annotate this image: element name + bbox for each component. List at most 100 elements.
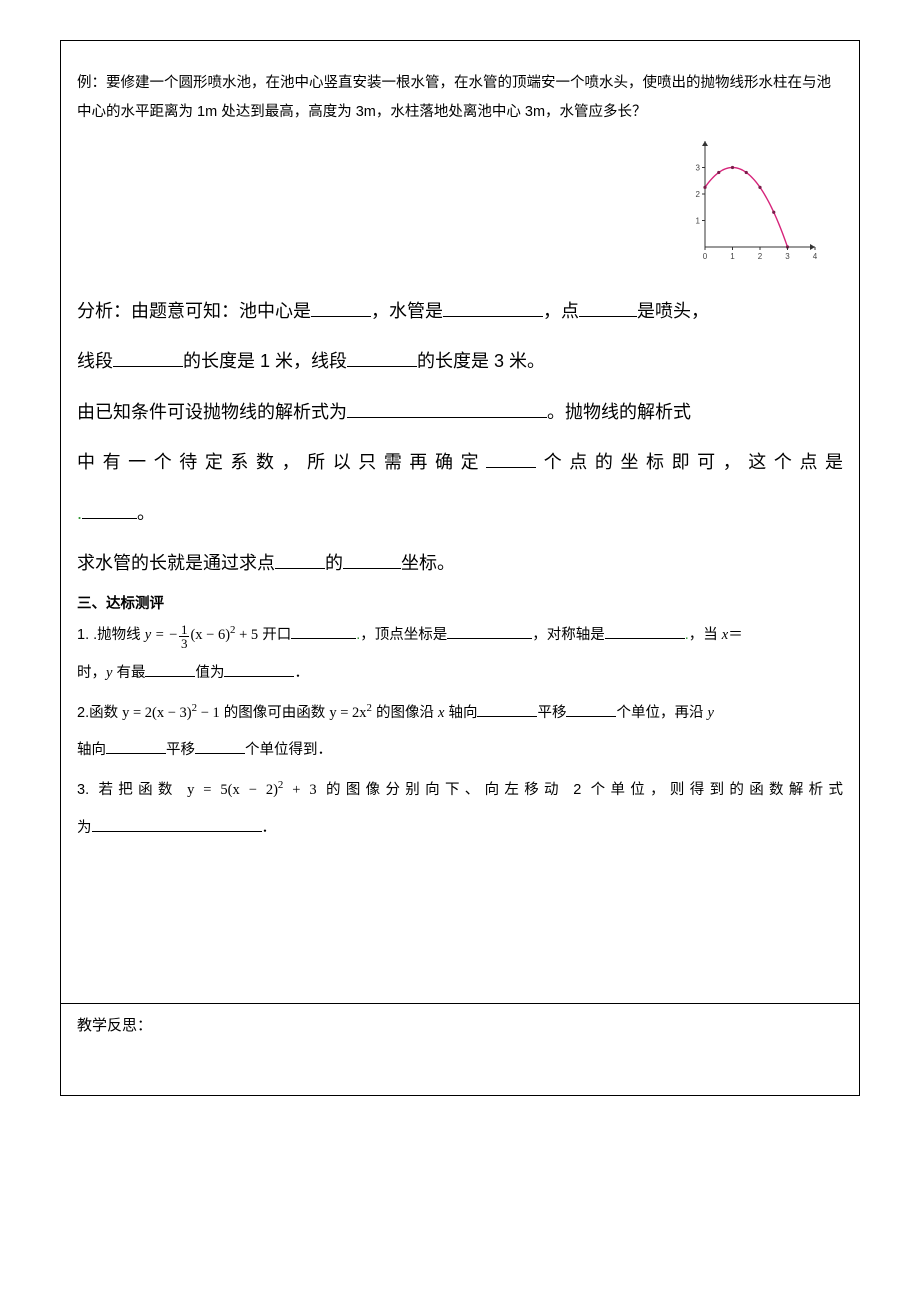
text: 的长度是 3 米。 — [417, 351, 545, 371]
svg-text:2: 2 — [696, 190, 701, 199]
text: ． — [294, 665, 309, 681]
text: ，对称轴是 — [532, 627, 605, 643]
blank[interactable] — [343, 551, 401, 569]
formula-tail: + 5 — [235, 627, 258, 643]
analysis-block: 分析：由题意可知：池中心是 ，水管是 ，点 是喷头， 线段 的长度是 1 米，线段 的长度… — [77, 286, 843, 588]
formula-base: y = 2(x − 3) — [122, 705, 192, 721]
reflection-box: 教学反思： — [60, 1004, 860, 1096]
main-bordered-box: 例：要修建一个圆形喷水池，在池中心竖直安装一根水管，在水管的顶端安一个喷水头，使… — [60, 40, 860, 1004]
analysis-line-6: 求水管的长就是通过求点 的 坐标。 — [77, 538, 843, 588]
analysis-line-4: 中有一个待定系数，所以只需再确定 个点的坐标即可，这个点是 — [77, 437, 843, 487]
formula-base: y = 2x — [329, 705, 366, 721]
svg-text:3: 3 — [696, 164, 701, 173]
svg-text:4: 4 — [813, 252, 818, 261]
svg-text:0: 0 — [703, 252, 708, 261]
text: 求水管的长就是通过求点 — [77, 553, 275, 573]
text: 的长度是 1 米，线段 — [183, 351, 347, 371]
svg-text:1: 1 — [730, 252, 735, 261]
text: 的 — [325, 553, 343, 573]
text: ＝ — [728, 627, 743, 643]
example-text: 例：要修建一个圆形喷水池，在池中心竖直安装一根水管，在水管的顶端安一个喷水头，使… — [77, 75, 831, 120]
blank[interactable] — [224, 663, 294, 678]
text: 坐标。 — [401, 553, 455, 573]
text: ，当 — [689, 627, 722, 643]
reflection-label: 教学反思： — [77, 1017, 152, 1034]
numerator: 1 — [179, 623, 190, 637]
fraction: 13 — [179, 623, 190, 650]
blank[interactable] — [92, 817, 262, 832]
example-problem: 例：要修建一个圆形喷水池，在池中心竖直安装一根水管，在水管的顶端安一个喷水头，使… — [77, 69, 843, 127]
blank[interactable] — [486, 450, 536, 468]
blank[interactable] — [145, 663, 195, 678]
text: 。抛物线的解析式 — [547, 402, 691, 422]
text: 的图像沿 — [372, 705, 438, 721]
text: 3. 若把函数 — [77, 782, 187, 798]
blank[interactable] — [195, 740, 245, 755]
text: 开口 — [258, 627, 291, 643]
text: 值为 — [195, 665, 224, 681]
formula-tail: − 1 — [197, 705, 220, 721]
denominator: 3 — [179, 637, 190, 650]
text: 个单位，再沿 — [616, 705, 707, 721]
blank[interactable] — [605, 625, 685, 640]
analysis-line-5: .。 — [77, 488, 843, 538]
svg-text:3: 3 — [785, 252, 790, 261]
question-2: 2.函数 y = 2(x − 3)2 − 1 的图像可由函数 y = 2x2 的… — [77, 695, 843, 770]
text: 有最 — [112, 665, 145, 681]
blank[interactable] — [443, 299, 543, 317]
blank[interactable] — [477, 702, 537, 717]
text: ，点 — [543, 301, 579, 321]
test-questions: 1. .抛物线 y = −13(x − 6)2 + 5 开口.，顶点坐标是，对称… — [77, 617, 843, 847]
text: 线段 — [77, 351, 113, 371]
blank[interactable] — [311, 299, 371, 317]
blank[interactable] — [579, 299, 637, 317]
parabola-graph: 01234123 — [683, 133, 823, 263]
text: 轴向 — [77, 742, 106, 758]
svg-text:1: 1 — [696, 217, 701, 226]
question-1: 1. .抛物线 y = −13(x − 6)2 + 5 开口.，顶点坐标是，对称… — [77, 617, 843, 692]
text: ，水管是 — [371, 301, 443, 321]
analysis-line-1: 分析：由题意可知：池中心是 ，水管是 ，点 是喷头， — [77, 286, 843, 336]
blank[interactable] — [347, 400, 547, 418]
text: 轴向 — [444, 705, 477, 721]
blank[interactable] — [106, 740, 166, 755]
text: 中有一个待定系数，所以只需再确定 — [77, 452, 486, 472]
page: 例：要修建一个圆形喷水池，在池中心竖直安装一根水管，在水管的顶端安一个喷水头，使… — [0, 0, 920, 1136]
text: 的图像分别向下、向左移动 2 个单位，则得到的函数解析式 — [317, 782, 843, 798]
text: 2.函数 — [77, 705, 122, 721]
text: 平移 — [537, 705, 566, 721]
formula-base: y = 5(x − 2) — [187, 782, 278, 798]
blank[interactable] — [291, 625, 356, 640]
text: 时， — [77, 665, 106, 681]
text: 分析：由题意可知：池中心是 — [77, 301, 311, 321]
q2-formula-1: y = 2(x − 3)2 − 1 — [122, 705, 220, 721]
text: 是喷头， — [637, 301, 709, 321]
section-3-heading: 三、达标测评 — [77, 592, 843, 613]
q3-formula: y = 5(x − 2)2 + 3 — [187, 782, 317, 798]
blank[interactable] — [566, 702, 616, 717]
question-3: 3. 若把函数 y = 5(x − 2)2 + 3 的图像分别向下、向左移动 2… — [77, 772, 843, 847]
formula-base: (x − 6) — [190, 627, 230, 643]
text: ． — [262, 820, 277, 836]
formula-tail: + 3 — [283, 782, 316, 798]
graph-container: 01234123 — [77, 133, 843, 268]
text: 平移 — [166, 742, 195, 758]
text: 。 — [137, 503, 155, 523]
text: 由已知条件可设抛物线的解析式为 — [77, 402, 347, 422]
text: 的图像可由函数 — [220, 705, 330, 721]
blank[interactable] — [275, 551, 325, 569]
blank[interactable] — [113, 349, 183, 367]
text: 个单位得到． — [245, 742, 332, 758]
text: 为 — [77, 820, 92, 836]
q2-formula-2: y = 2x2 — [329, 705, 372, 721]
blank[interactable] — [447, 625, 532, 640]
analysis-line-3: 由已知条件可设抛物线的解析式为 。抛物线的解析式 — [77, 387, 843, 437]
text: ，顶点坐标是 — [360, 627, 447, 643]
blank[interactable] — [347, 349, 417, 367]
formula-lead: y = − — [145, 627, 178, 643]
blank[interactable] — [82, 501, 137, 519]
text: 1. .抛物线 — [77, 627, 145, 643]
spacer — [77, 849, 843, 989]
analysis-line-2: 线段 的长度是 1 米，线段 的长度是 3 米。 — [77, 336, 843, 386]
text: 个点的坐标即可，这个点是 — [536, 452, 843, 472]
